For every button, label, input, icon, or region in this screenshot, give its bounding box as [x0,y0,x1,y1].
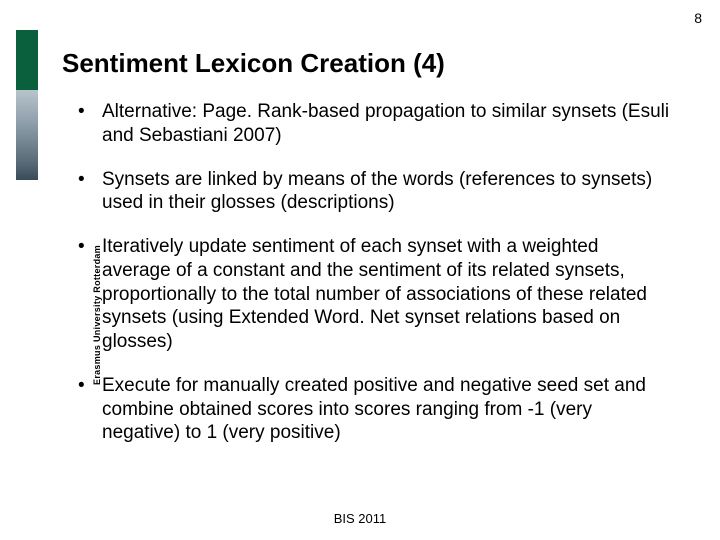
bullet-item: Synsets are linked by means of the words… [72,168,670,216]
sidebar-strip: Erasmus University Rotterdam [16,30,38,400]
content-area: Alternative: Page. Rank-based propagatio… [72,100,670,465]
bullet-item: Iteratively update sentiment of each syn… [72,235,670,354]
footer-text: BIS 2011 [0,511,720,526]
slide-title: Sentiment Lexicon Creation (4) [62,48,445,79]
bullet-item: Execute for manually created positive an… [72,374,670,445]
sidebar-green-block [16,30,38,90]
page-number: 8 [694,10,702,26]
slide-container: 8 Erasmus University Rotterdam Sentiment… [0,0,720,540]
bullet-item: Alternative: Page. Rank-based propagatio… [72,100,670,148]
bullet-list: Alternative: Page. Rank-based propagatio… [72,100,670,445]
sidebar-image-block [16,90,38,180]
